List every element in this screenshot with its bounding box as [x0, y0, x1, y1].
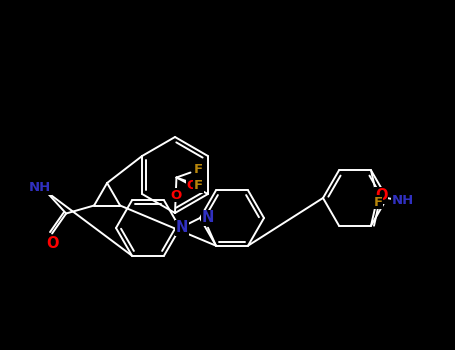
Text: F: F — [194, 163, 203, 176]
Text: N: N — [202, 210, 214, 225]
Text: O: O — [46, 236, 58, 251]
Text: F: F — [194, 179, 203, 192]
Text: NH: NH — [29, 181, 51, 194]
Text: N: N — [176, 220, 188, 236]
Text: O: O — [375, 188, 387, 203]
Text: O: O — [187, 179, 198, 192]
Text: NH: NH — [392, 194, 414, 206]
Text: F: F — [374, 196, 383, 209]
Text: O: O — [170, 189, 182, 202]
